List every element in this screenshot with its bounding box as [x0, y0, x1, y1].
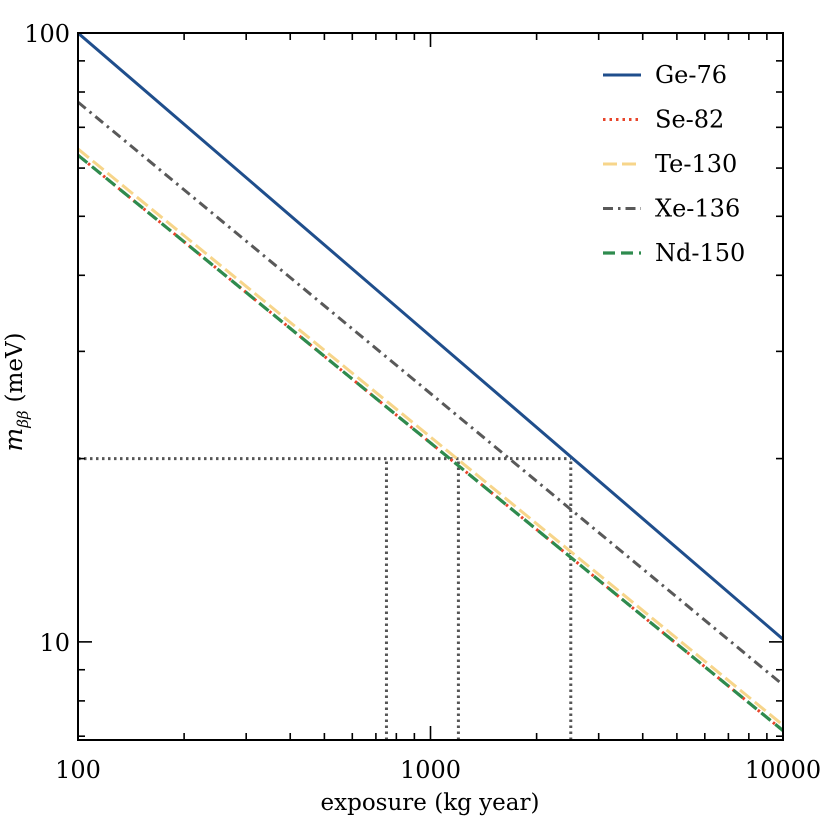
plot-frame — [77, 32, 784, 741]
axis-ticks — [77, 32, 784, 740]
legend-label-ge-76: Ge-76 — [655, 61, 727, 89]
tick-labels: 100 1000 10000 10 100 — [24, 20, 820, 784]
x-axis-title: exposure (kg year) — [321, 790, 540, 816]
legend: Ge-76 Se-82 Te-130 Xe-136 Nd-150 — [603, 61, 745, 267]
legend-label-nd-150: Nd-150 — [655, 239, 745, 267]
legend-label-te-130: Te-130 — [655, 150, 737, 178]
y-axis-title: mββ (meV) — [0, 332, 32, 451]
y-tick-label: 100 — [24, 20, 70, 48]
series-lines — [78, 33, 783, 732]
series-line-nd-150 — [78, 153, 783, 732]
series-line-xe-136 — [78, 100, 783, 687]
legend-label-xe-136: Xe-136 — [655, 195, 740, 223]
x-tick-label: 1000 — [400, 756, 461, 784]
y-axis-title-subscript: ββ — [14, 410, 32, 429]
y-axis-title-symbol: m — [0, 428, 28, 452]
series-line-te-130 — [78, 147, 783, 727]
series-line-ge-76 — [78, 33, 783, 641]
legend-label-se-82: Se-82 — [655, 106, 724, 134]
reference-lines — [78, 457, 573, 740]
y-tick-label: 10 — [39, 629, 70, 657]
y-axis-title-unit: (meV) — [2, 332, 28, 402]
x-tick-label: 10000 — [745, 756, 820, 784]
x-tick-label: 100 — [55, 756, 101, 784]
